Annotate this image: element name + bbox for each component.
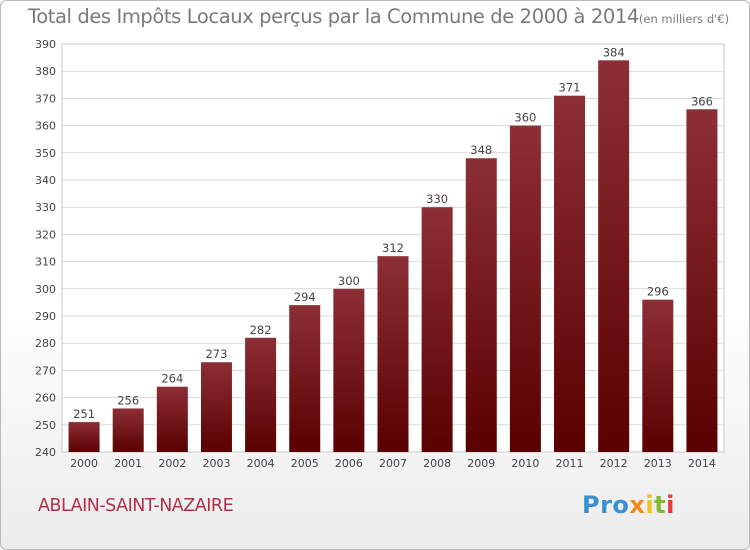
logo-part: x bbox=[629, 491, 646, 519]
x-tick-label: 2003 bbox=[202, 457, 230, 470]
x-tick-label: 2002 bbox=[158, 457, 186, 470]
bar bbox=[156, 386, 188, 452]
x-tick-label: 2013 bbox=[644, 457, 672, 470]
y-tick-label: 370 bbox=[35, 92, 56, 105]
bar bbox=[245, 337, 277, 452]
logo-part: i bbox=[666, 491, 675, 519]
data-label: 330 bbox=[426, 192, 448, 206]
y-tick-label: 250 bbox=[35, 419, 56, 432]
y-tick-label: 320 bbox=[35, 228, 56, 241]
data-label: 282 bbox=[250, 323, 272, 337]
logo-part: i bbox=[645, 491, 655, 519]
bar bbox=[465, 158, 497, 453]
data-label: 251 bbox=[73, 407, 95, 421]
y-tick-label: 270 bbox=[35, 364, 56, 377]
chart-title-unit: (en milliers d'€) bbox=[638, 12, 730, 26]
x-tick-label: 2009 bbox=[467, 457, 495, 470]
x-axis-ticks: 2000 2001 2002 2003 2004 2005 2006 2007 2008 2009… bbox=[70, 457, 716, 470]
x-tick-label: 2004 bbox=[247, 457, 275, 470]
bar bbox=[421, 207, 453, 452]
bar bbox=[289, 305, 321, 452]
x-tick-label: 2008 bbox=[423, 457, 451, 470]
data-label: 256 bbox=[117, 393, 139, 407]
logo-part: t bbox=[654, 491, 667, 519]
y-tick-label: 310 bbox=[35, 256, 56, 269]
data-label: 348 bbox=[470, 143, 492, 157]
y-tick-label: 340 bbox=[35, 174, 56, 187]
bar bbox=[509, 125, 541, 452]
bar bbox=[68, 422, 100, 452]
bar bbox=[200, 362, 232, 452]
chart-title: Total des Impôts Locaux perçus par la Co… bbox=[28, 5, 729, 28]
x-tick-label: 2010 bbox=[511, 457, 539, 470]
bar bbox=[112, 408, 144, 452]
data-label: 366 bbox=[691, 94, 713, 108]
bar bbox=[686, 109, 718, 452]
y-axis-ticks: 240 250 260 270 280 290 300 310 320 330 340 350 360 3… bbox=[35, 38, 56, 459]
data-label: 360 bbox=[514, 111, 536, 125]
commune-name: ABLAIN-SAINT-NAZAIRE bbox=[38, 496, 234, 516]
y-tick-label: 260 bbox=[35, 392, 56, 405]
x-tick-label: 2011 bbox=[556, 457, 584, 470]
data-label: 371 bbox=[559, 81, 581, 95]
y-tick-label: 330 bbox=[35, 201, 56, 214]
data-labels: 251 256 264 273 282 294 300 312 330 348 360 371 384 2… bbox=[73, 45, 713, 421]
y-tick-label: 350 bbox=[35, 147, 56, 160]
data-label: 312 bbox=[382, 241, 404, 255]
bar bbox=[554, 95, 586, 453]
x-tick-label: 2006 bbox=[335, 457, 363, 470]
data-label: 264 bbox=[161, 372, 183, 386]
x-tick-label: 2007 bbox=[379, 457, 407, 470]
data-label: 300 bbox=[338, 274, 360, 288]
proxiti-logo[interactable]: Proxiti bbox=[582, 491, 675, 519]
x-tick-label: 2001 bbox=[114, 457, 142, 470]
chart-title-text: Total des Impôts Locaux perçus par la Co… bbox=[28, 5, 639, 28]
bars bbox=[68, 60, 718, 453]
y-tick-label: 360 bbox=[35, 120, 56, 133]
bar bbox=[598, 60, 630, 452]
data-label: 273 bbox=[205, 347, 227, 361]
data-label: 296 bbox=[647, 285, 669, 299]
y-tick-label: 390 bbox=[35, 38, 56, 51]
bar bbox=[642, 299, 674, 452]
data-label: 384 bbox=[603, 45, 625, 59]
bar bbox=[377, 256, 409, 452]
x-tick-label: 2014 bbox=[688, 457, 716, 470]
x-tick-label: 2012 bbox=[600, 457, 628, 470]
data-label: 294 bbox=[294, 290, 316, 304]
x-tick-label: 2000 bbox=[70, 457, 98, 470]
y-tick-label: 290 bbox=[35, 310, 56, 323]
x-tick-label: 2005 bbox=[291, 457, 319, 470]
y-tick-label: 240 bbox=[35, 446, 56, 459]
bar bbox=[333, 288, 365, 452]
logo-part: Pro bbox=[582, 491, 630, 519]
y-tick-label: 300 bbox=[35, 283, 56, 296]
y-tick-label: 380 bbox=[35, 65, 56, 78]
y-tick-label: 280 bbox=[35, 337, 56, 350]
